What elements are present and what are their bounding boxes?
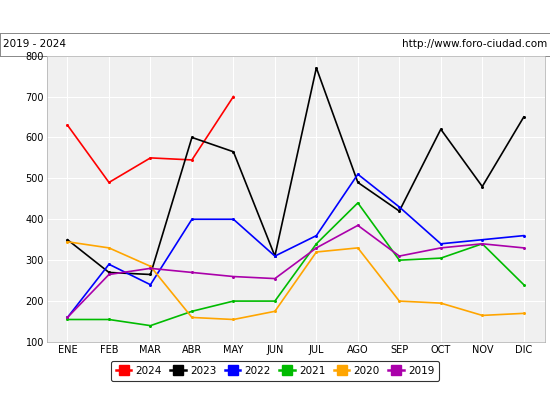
Text: 2019 - 2024: 2019 - 2024 (3, 39, 66, 49)
Legend: 2024, 2023, 2022, 2021, 2020, 2019: 2024, 2023, 2022, 2021, 2020, 2019 (111, 361, 439, 381)
Text: http://www.foro-ciudad.com: http://www.foro-ciudad.com (402, 39, 547, 49)
Text: Evolucion Nº Turistas Extranjeros en el municipio de Cocentaina: Evolucion Nº Turistas Extranjeros en el … (53, 9, 497, 23)
